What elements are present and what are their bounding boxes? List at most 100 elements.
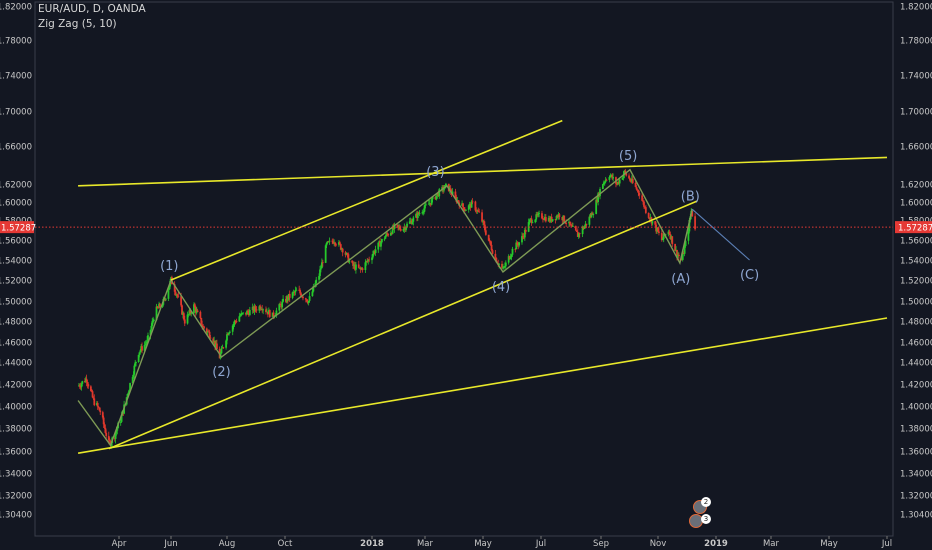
candle-body: [228, 331, 231, 333]
candle-body: [389, 232, 392, 236]
candle-body: [333, 242, 336, 244]
candle-body: [571, 225, 573, 227]
candle-body: [338, 242, 341, 245]
y-tick-label-right: 1.74000: [900, 72, 932, 82]
y-tick-label-right: 1.82000: [900, 3, 932, 13]
candle-body: [438, 189, 441, 197]
candle-body: [615, 183, 618, 185]
candle-body: [601, 184, 604, 190]
candle-body: [622, 174, 625, 178]
y-tick-label-left: 1.60000: [0, 199, 32, 209]
candle-body: [126, 393, 129, 398]
candle-body: [687, 231, 690, 241]
candle-body: [529, 218, 532, 220]
x-tick-label: 2018: [360, 539, 384, 549]
indicator-label[interactable]: Zig Zag (5, 10): [38, 18, 117, 30]
candle-body: [182, 313, 185, 320]
calendar-icon[interactable]: 2: [693, 497, 711, 514]
candle-body: [97, 406, 100, 408]
candle-body: [625, 172, 628, 176]
candle-body: [468, 203, 471, 206]
candle-body: [688, 219, 691, 232]
candle-body: [530, 218, 533, 223]
candle-body: [682, 252, 685, 254]
candle-body: [542, 218, 544, 220]
candle-body: [213, 340, 216, 343]
candle-body: [304, 298, 307, 300]
candle-body: [203, 326, 205, 329]
y-tick-label-left: 1.32000: [0, 492, 32, 502]
candle-body: [428, 203, 431, 204]
candle-body: [457, 200, 460, 203]
candle-body: [91, 391, 94, 398]
candle-body: [662, 233, 665, 239]
candle-body: [449, 188, 452, 193]
candle-body: [517, 244, 520, 246]
candle-body: [168, 286, 171, 290]
candle-body: [137, 354, 140, 362]
candle-body: [637, 190, 640, 194]
candle-body: [463, 207, 465, 211]
candle-body: [151, 321, 154, 326]
candle-body: [353, 264, 355, 266]
candle-body: [507, 256, 510, 263]
candle-body: [467, 205, 470, 210]
candle-body: [245, 312, 247, 315]
y-tick-label-left: 1.52000: [0, 277, 32, 287]
candle-body: [278, 304, 281, 311]
candle-body: [427, 203, 430, 205]
candle-body: [173, 284, 176, 292]
projection-line: [691, 208, 750, 261]
candle-body: [355, 264, 357, 270]
candle-body: [592, 213, 595, 216]
candle-body: [557, 214, 560, 218]
candle-body: [242, 312, 245, 314]
candle-body: [476, 210, 479, 212]
candle-body: [628, 175, 630, 179]
candle-body: [220, 348, 223, 354]
candle-body: [364, 262, 367, 271]
candle-body: [443, 188, 445, 191]
candle-body: [605, 179, 608, 181]
candle-body: [145, 343, 148, 345]
candle-body: [377, 242, 380, 250]
candle-body: [462, 203, 464, 208]
candle-body: [266, 311, 269, 315]
news-icon[interactable]: 3: [689, 514, 711, 528]
candle-body: [345, 253, 348, 255]
candle-body: [335, 244, 337, 246]
candle-body: [616, 181, 619, 185]
candle-body: [416, 212, 419, 219]
y-tick-label-right: 1.78000: [900, 37, 932, 47]
candle-body: [307, 300, 310, 304]
candle-body: [641, 195, 644, 201]
y-tick-label-right: 1.42000: [900, 381, 932, 391]
candle-body: [360, 268, 363, 270]
candle-body: [293, 292, 296, 293]
candle-body: [78, 385, 81, 387]
candle-body: [193, 304, 195, 314]
wave-label: (A): [671, 272, 690, 287]
y-tick-label-right: 1.34000: [900, 470, 932, 480]
candle-body: [618, 179, 621, 184]
candle-body: [643, 201, 645, 207]
candle-body: [556, 216, 559, 218]
candle-body: [92, 397, 95, 399]
candle-body: [351, 260, 354, 263]
candle-body: [216, 343, 218, 350]
candle-body: [667, 231, 670, 235]
current-price-label-right: 1.57287: [898, 224, 932, 234]
candle-body: [325, 242, 328, 246]
candle-body: [89, 386, 92, 391]
candle-body: [164, 298, 167, 300]
candle-body: [93, 398, 96, 406]
y-tick-label-left: 1.46000: [0, 339, 32, 349]
y-tick-label-left: 1.34000: [0, 470, 32, 480]
candle-body: [582, 227, 585, 229]
candle-body: [131, 377, 134, 384]
candle-body: [678, 254, 680, 257]
candle-body: [612, 177, 615, 179]
candle-body: [368, 259, 371, 261]
candle-body: [489, 240, 492, 245]
